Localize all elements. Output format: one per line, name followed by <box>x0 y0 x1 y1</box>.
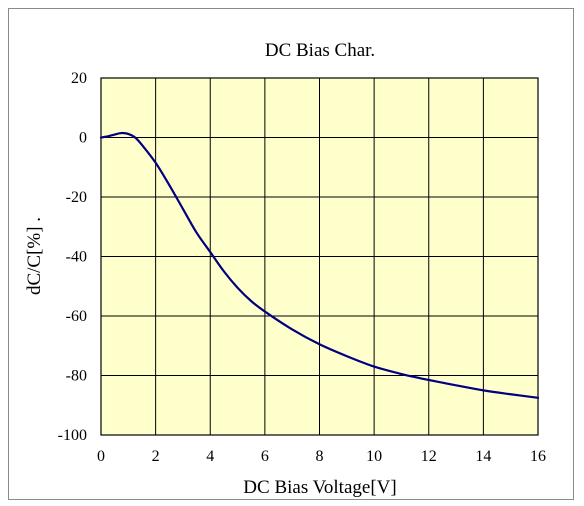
y-tick-label: -100 <box>58 427 87 444</box>
y-tick-label: 0 <box>79 130 87 147</box>
x-tick-label: 16 <box>530 448 546 465</box>
y-tick-label: -40 <box>66 249 87 266</box>
series-line <box>99 131 540 399</box>
chart-title: DC Bias Char. <box>265 40 375 61</box>
plot-border <box>100 77 539 436</box>
y-tick-labels: 20 0 -20 -40 -60 -80 -100 <box>58 70 87 444</box>
x-tick-label: 12 <box>421 448 437 465</box>
y-tick-label: -60 <box>66 308 87 325</box>
x-tick-label: 6 <box>261 448 269 465</box>
x-tick-label: 8 <box>316 448 324 465</box>
x-tick-label: 10 <box>366 448 382 465</box>
y-tick-label: 20 <box>71 70 87 87</box>
x-tick-label: 4 <box>206 448 214 465</box>
x-tick-label: 2 <box>152 448 160 465</box>
y-axis-label: dC/C[%] . <box>24 217 45 295</box>
x-tick-labels: 0 2 4 6 8 10 12 14 16 <box>97 448 546 465</box>
series-layer <box>99 131 540 399</box>
x-tick-label: 14 <box>475 448 491 465</box>
x-tick-label: 0 <box>97 448 105 465</box>
y-tick-label: -80 <box>66 368 87 385</box>
x-axis-label: DC Bias Voltage[V] <box>243 477 396 498</box>
y-tick-label: -20 <box>66 189 87 206</box>
